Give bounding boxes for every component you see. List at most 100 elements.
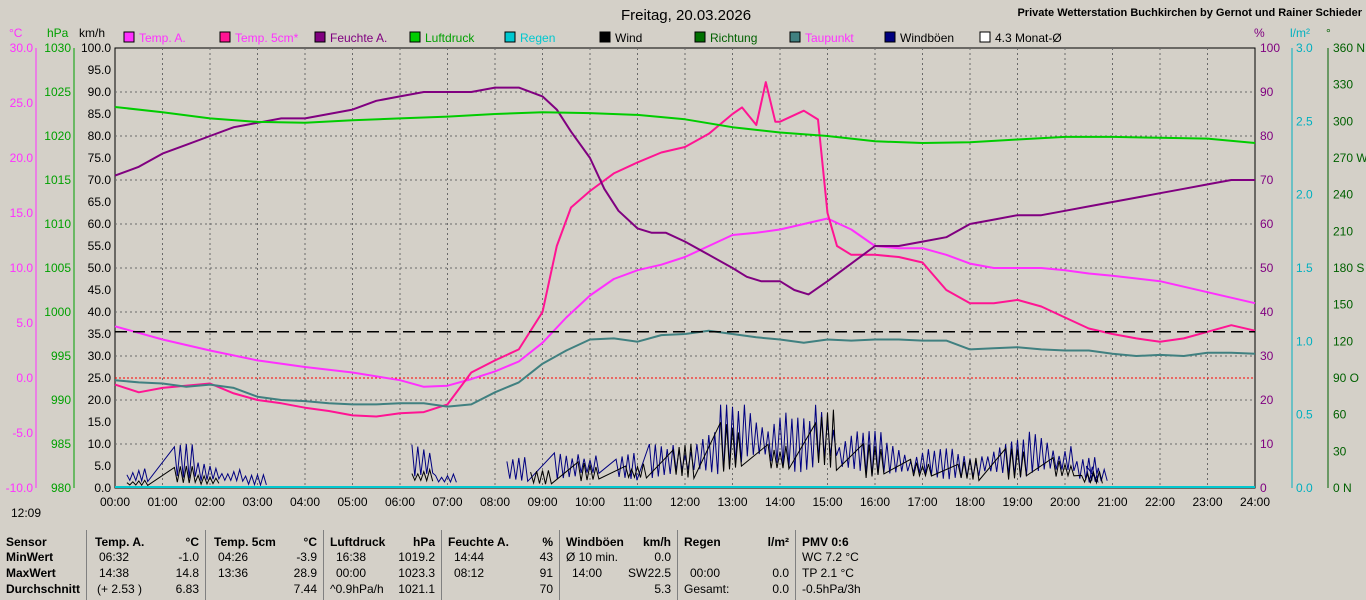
chart-title: Freitag, 20.03.2026: [621, 7, 751, 24]
legend-label: Temp. 5cm*: [235, 31, 299, 45]
humidity-axis-tick: 30: [1260, 349, 1274, 363]
wind-axis-tick: 85.0: [88, 107, 112, 121]
wind-axis-tick: 30.0: [88, 349, 112, 363]
stats-luft-max-time: 00:00: [336, 566, 367, 580]
wind-axis-tick: 0.0: [94, 481, 111, 495]
stats-temp-a-avg-time: (+ 2.53 ): [97, 582, 143, 596]
stats-header-regen: Regen: [684, 535, 721, 549]
stats-header-feuchte: Feuchte A.: [448, 535, 509, 549]
direction-axis-tick: 330: [1333, 78, 1353, 92]
direction-axis-tick: 270 W: [1333, 151, 1366, 165]
temp-axis-tick: 5.0: [16, 316, 33, 330]
series-windboen: [126, 443, 267, 487]
humidity-axis-tick: 20: [1260, 393, 1274, 407]
wind-axis-tick: 75.0: [88, 151, 112, 165]
legend-label: Luftdruck: [425, 31, 475, 45]
axis-unit-label: hPa: [47, 26, 69, 40]
stats-header-temp5: Temp. 5cm: [214, 535, 276, 549]
rain-axis-tick: 2.0: [1296, 188, 1313, 202]
temp-axis-tick: 0.0: [16, 371, 33, 385]
stats-luft-avg-trend: ^0.9hPa/h: [330, 582, 384, 596]
x-axis-tick: 22:00: [1145, 495, 1175, 509]
pressure-axis-tick: 1010: [44, 217, 71, 231]
x-axis-tick: 21:00: [1097, 495, 1127, 509]
x-axis-tick: 24:00: [1240, 495, 1270, 509]
x-axis-tick: 13:00: [717, 495, 747, 509]
axis-unit-label: l/m²: [1290, 26, 1310, 40]
stats-col-pmv: PMV 0:6 WC 7.2 °C TP 2.1 °C -0.5hPa/3h: [796, 530, 916, 600]
stats-regen-total-label: Gesamt:: [684, 582, 730, 596]
axis-unit-label: °C: [9, 26, 23, 40]
stats-col-windboen: Windböen km/h Ø 10 min. 0.0 14:00 SW 22.…: [560, 530, 678, 600]
source-text: Private Wetterstation Buchkirchen by Ger…: [1017, 7, 1362, 19]
stats-header-wind: Windböen: [566, 535, 624, 549]
temp-axis-tick: -10.0: [6, 481, 34, 495]
rain-axis-tick: 2.5: [1296, 114, 1313, 128]
humidity-axis-tick: 10: [1260, 437, 1274, 451]
direction-axis-tick: 360 N: [1333, 41, 1365, 55]
x-axis-tick: 03:00: [242, 495, 272, 509]
pressure-axis-tick: 995: [51, 349, 71, 363]
stats-temp5-min-time: 04:26: [218, 550, 249, 564]
stats-header-regen-unit: l/m²: [767, 535, 789, 549]
x-axis-tick: 00:00: [100, 495, 130, 509]
y-axes: 30.025.020.015.010.05.00.0-5.0-10.010301…: [6, 26, 1366, 495]
x-axis: 00:00 01:00 02:00 03:00 04:00 05:00 06:00 07:00…: [100, 495, 1270, 509]
wind-axis-tick: 45.0: [88, 283, 112, 297]
legend-label: Regen: [520, 31, 555, 45]
stats-wind-min-label: Ø 10 min.: [566, 550, 619, 564]
stats-feuchte-min-time: 14:44: [454, 550, 485, 564]
stats-header-luft-unit: hPa: [412, 535, 435, 549]
wind-axis-tick: 70.0: [88, 173, 112, 187]
temp-axis-tick: 30.0: [10, 41, 34, 55]
stats-temp-a-min-val: -1.0: [178, 550, 199, 564]
direction-axis-tick: 150: [1333, 298, 1353, 312]
stats-row-min-label: MinWert: [6, 550, 54, 564]
wind-axis-tick: 25.0: [88, 371, 112, 385]
direction-axis-tick: 60: [1333, 408, 1347, 422]
stats-wind-avg-val: 5.3: [654, 582, 671, 596]
legend-swatch: [884, 31, 896, 43]
stats-wind-min-val: 0.0: [654, 550, 671, 564]
stats-wind-max-time: 14:00: [572, 566, 603, 580]
legend-label: Richtung: [710, 31, 757, 45]
pressure-axis-tick: 1025: [44, 85, 71, 99]
x-axis-tick: 06:00: [385, 495, 415, 509]
x-axis-tick: 02:00: [195, 495, 225, 509]
series-luftdruck: [114, 106, 1256, 144]
legend-swatch: [123, 31, 135, 43]
wind-axis-tick: 100.0: [81, 41, 111, 55]
temp-axis-tick: 25.0: [10, 96, 34, 110]
direction-axis-tick: 0 N: [1333, 481, 1352, 495]
series-windboen: [411, 444, 457, 484]
stats-temp5-max-val: 28.9: [293, 566, 317, 580]
stats-header-feuchte-unit: %: [542, 535, 553, 549]
stats-luft-max-val: 1023.3: [398, 566, 435, 580]
legend-label: Wind: [615, 31, 642, 45]
wind-axis-tick: 95.0: [88, 63, 112, 77]
series-feuchte-a: [114, 86, 1255, 296]
weather-chart: 30.025.020.015.010.05.00.0-5.0-10.010301…: [5, 7, 1366, 509]
stats-luft-avg-val: 1021.1: [398, 582, 435, 596]
direction-axis-tick: 180 S: [1333, 261, 1364, 275]
x-axis-tick: 15:00: [812, 495, 842, 509]
humidity-axis-tick: 70: [1260, 173, 1274, 187]
x-axis-tick: 14:00: [765, 495, 795, 509]
pressure-axis-tick: 1020: [44, 129, 71, 143]
stats-wind-max-dir: SW: [628, 566, 648, 580]
legend-label: Taupunkt: [805, 31, 854, 45]
stats-col-feuchte: Feuchte A. % 14:44 43 08:12 91 70: [442, 530, 560, 600]
wind-axis-tick: 20.0: [88, 393, 112, 407]
direction-axis-tick: 120: [1333, 334, 1353, 348]
rain-axis-tick: 0.5: [1296, 408, 1313, 422]
humidity-axis-tick: 40: [1260, 305, 1274, 319]
x-axis-tick: 08:00: [480, 495, 510, 509]
stats-temp5-min-val: -3.9: [296, 550, 317, 564]
stats-luft-min-time: 16:38: [336, 550, 367, 564]
x-axis-tick: 04:00: [290, 495, 320, 509]
stats-feuchte-max-val: 91: [539, 566, 553, 580]
stats-col-regen: Regen l/m² 00:00 0.0 Gesamt: 0.0: [678, 530, 796, 600]
legend-swatch: [599, 31, 611, 43]
series-taupunkt: [114, 329, 1256, 408]
stats-header-sensor: Sensor: [6, 535, 47, 549]
